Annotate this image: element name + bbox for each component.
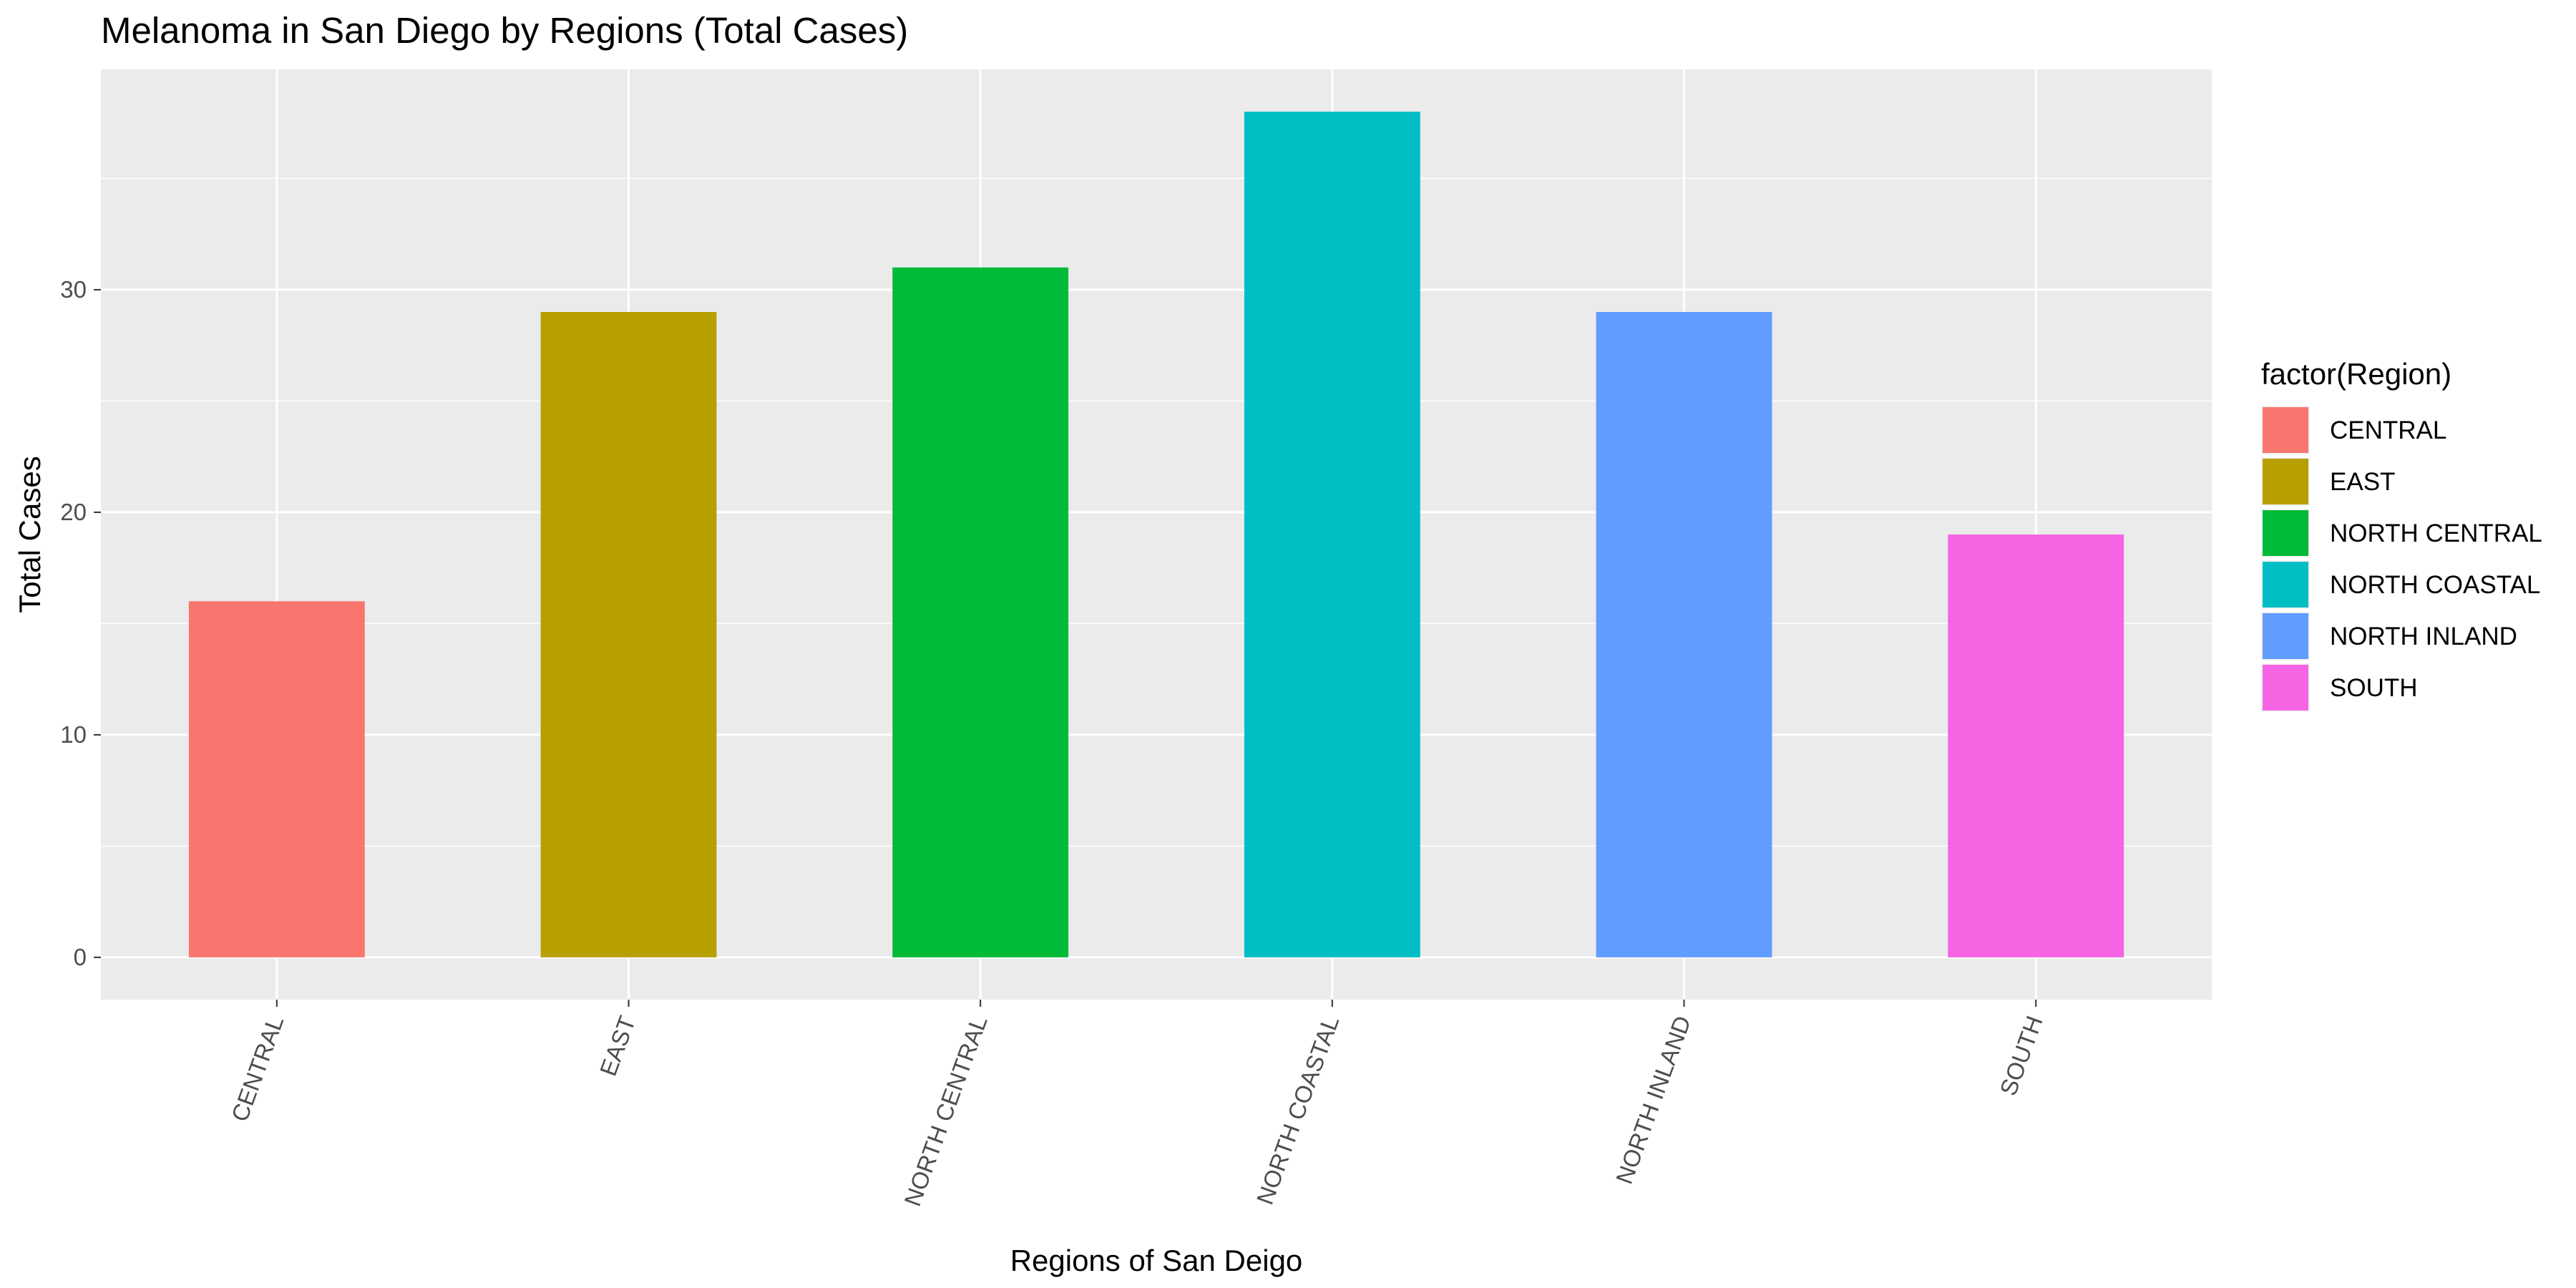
y-tick-label: 20	[60, 499, 87, 525]
chart-title: Melanoma in San Diego by Regions (Total …	[101, 10, 908, 51]
y-axis-title: Total Cases	[13, 456, 47, 613]
x-tick-label: CENTRAL	[226, 1013, 288, 1125]
bar-central	[188, 601, 365, 957]
y-axis: 0 10 20 30	[60, 276, 101, 970]
legend-swatch	[2263, 613, 2308, 659]
x-axis-title: Regions of San Deigo	[1010, 1244, 1303, 1277]
legend-swatch	[2263, 510, 2308, 556]
bar-east	[540, 311, 717, 957]
legend-swatch	[2263, 459, 2308, 504]
plot-panel	[101, 69, 2212, 1000]
legend-label: EAST	[2330, 468, 2395, 496]
legend-swatch	[2263, 407, 2308, 453]
bar-north-central	[892, 267, 1069, 957]
legend-swatch	[2263, 665, 2308, 711]
x-tick-label: NORTH INLAND	[1611, 1013, 1696, 1188]
legend-label: NORTH INLAND	[2330, 623, 2517, 650]
legend-swatch	[2263, 562, 2308, 608]
bar-north-coastal	[1244, 112, 1420, 957]
legend: factor(Region) CENTRAL EAST NORTH CENTRAL N…	[2261, 357, 2542, 712]
legend-items: CENTRAL EAST NORTH CENTRAL NORTH COASTAL NOR…	[2261, 406, 2542, 712]
legend-label: NORTH CENTRAL	[2330, 519, 2542, 547]
y-tick-label: 30	[60, 276, 87, 303]
x-tick-label: SOUTH	[1994, 1013, 2047, 1099]
x-tick-label: EAST	[595, 1013, 640, 1080]
y-tick-label: 0	[74, 944, 87, 970]
y-tick-label: 10	[60, 721, 87, 748]
x-tick-label: NORTH CENTRAL	[899, 1013, 992, 1210]
legend-label: CENTRAL	[2330, 416, 2446, 444]
legend-label: SOUTH	[2330, 674, 2418, 702]
bar-south	[1948, 535, 2124, 957]
x-axis: CENTRAL EAST NORTH CENTRAL NORTH COASTAL NOR…	[226, 1000, 2048, 1209]
bars	[188, 112, 2124, 957]
legend-label: NORTH COASTAL	[2330, 571, 2540, 599]
bar-north-inland	[1596, 311, 1772, 957]
x-tick-label: NORTH COASTAL	[1252, 1013, 1345, 1208]
legend-title: factor(Region)	[2261, 357, 2451, 391]
